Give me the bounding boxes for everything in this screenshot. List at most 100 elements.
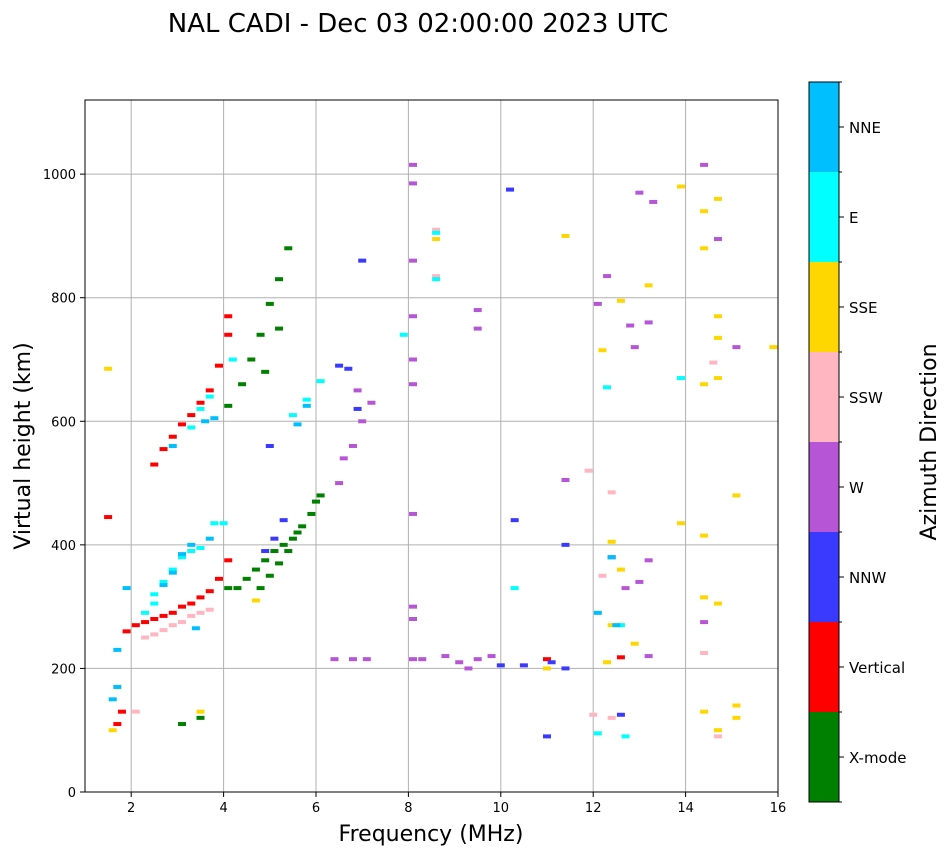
data-point-w [644,654,653,659]
data-point-x-mode [275,277,284,282]
data-point-x-mode [312,499,320,504]
data-point-vertical [224,314,233,319]
data-point-x-mode [242,576,251,581]
data-point-vertical [196,400,205,405]
data-point-w [409,162,418,167]
data-point-w [630,345,639,350]
data-point-w [409,357,418,362]
data-point-vertical [214,363,223,368]
data-point-vertical [543,657,551,662]
data-point-vertical [205,388,214,393]
data-point-nnw [265,444,274,448]
data-point-vertical [616,655,625,660]
data-points [104,162,778,739]
data-point-e [196,545,205,550]
data-point-e [316,379,325,384]
data-point-x-mode [265,573,274,578]
data-point-ssw [150,632,159,637]
data-point-ssw [709,360,718,365]
data-point-sse [713,314,722,319]
data-point-w [409,511,418,516]
data-point-vertical [196,595,205,600]
data-point-vertical [159,447,168,452]
data-point-x-mode [178,722,187,727]
x-tick-label: 8 [404,801,412,816]
chart-title: NAL CADI - Dec 03 02:00:00 2023 UTC [168,9,668,39]
data-point-nnw [616,712,625,717]
data-point-nnw [510,518,519,523]
data-point-sse [108,728,117,733]
data-point-nnw [506,187,515,192]
colorbar-swatch [809,82,839,172]
data-point-sse [732,703,741,708]
data-point-e [621,734,630,739]
data-point-sse [676,184,685,189]
data-point-ssw [187,613,196,618]
data-point-sse [543,666,551,671]
data-point-sse [196,709,205,714]
data-point-x-mode [288,536,297,541]
data-point-nne [168,444,177,448]
data-point-w [626,323,635,328]
data-point-x-mode [298,524,307,529]
data-point-w [409,258,418,263]
colorbar-label: Azimuth Direction [917,343,942,540]
data-point-sse [644,283,653,288]
x-tick-label: 10 [493,801,510,816]
data-point-sse [700,246,709,251]
grid-lines [85,100,779,793]
data-point-nnw [496,663,505,668]
data-point-sse [700,595,709,600]
data-point-nne [159,583,168,588]
data-point-ssw [168,623,177,628]
data-point-vertical [122,629,131,634]
data-point-vertical [150,462,159,467]
data-point-sse [713,601,722,606]
data-point-w [409,617,418,621]
data-point-nnw [335,363,344,368]
data-point-sse [251,598,260,603]
data-point-nne [205,536,214,541]
colorbar-tick-label: Vertical [849,659,905,677]
data-point-e [302,397,311,402]
data-point-nne [302,403,311,408]
data-point-w [409,181,418,186]
data-point-w [353,388,362,393]
data-point-w [603,274,612,279]
data-point-nnw [270,536,279,541]
data-point-ssw [131,709,140,714]
data-point-vertical [224,558,233,563]
data-point-x-mode [251,567,260,572]
data-point-x-mode [307,511,316,516]
data-point-w [358,419,367,424]
data-point-w [335,481,344,486]
colorbar-tick-label: E [849,209,858,227]
colorbar-tick-label: NNE [849,119,881,137]
data-point-ssw [141,635,150,640]
data-point-nnw [547,660,556,665]
x-tick-label: 2 [127,801,135,816]
data-point-vertical [178,604,187,609]
data-point-w [409,604,418,609]
colorbar-swatch [809,172,839,262]
data-point-x-mode [256,586,265,591]
data-point-w [418,657,427,662]
data-point-nnw [519,663,528,668]
data-point-sse [432,237,441,242]
data-point-vertical [187,601,196,606]
x-tick-label: 16 [770,801,787,816]
data-point-vertical [150,617,159,621]
data-point-w [409,382,418,387]
y-tick-label: 0 [68,786,76,801]
y-tick-label: 800 [51,292,76,307]
x-axis-ticks: 2 4 6 8 10 12 14 16 [127,792,786,816]
data-point-e [187,549,196,554]
data-point-x-mode [316,493,325,498]
data-point-e [178,555,187,560]
data-point-nnw [353,406,362,411]
data-point-vertical [187,413,196,418]
data-point-sse [713,728,722,733]
data-point-vertical [159,613,168,618]
data-point-w [732,345,741,350]
